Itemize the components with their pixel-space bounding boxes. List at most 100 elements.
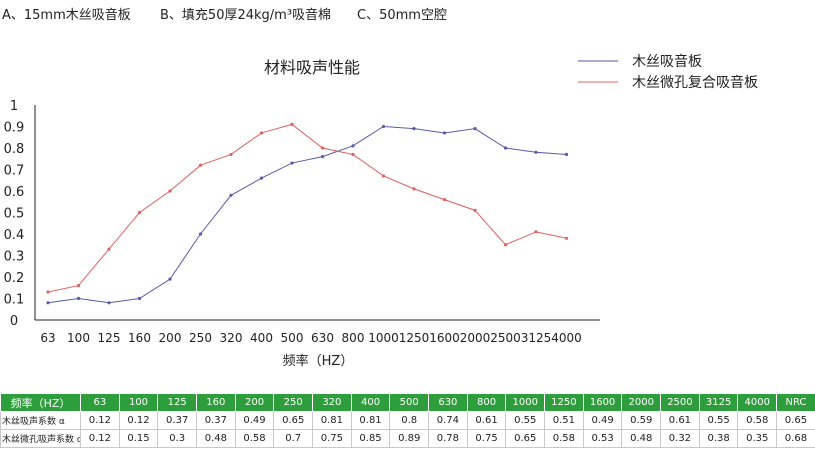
y-tick-label: 0 — [10, 314, 18, 329]
series-2-point — [320, 146, 325, 150]
y-tick-label: 0.1 — [4, 293, 25, 308]
layer-b-text: B、填充50厚24kg/m³吸音棉 — [160, 8, 332, 23]
table-header-cell: 2000 — [621, 393, 662, 412]
table-cell: 0.48 — [196, 429, 236, 448]
table-cell: 0.59 — [621, 411, 662, 430]
series-1-point — [351, 144, 355, 148]
table-cell: 0.12 — [80, 429, 120, 448]
absorption-chart: 材料吸声性能 木丝吸音板 木丝微孔复合吸音板 00.10.20.30.40.50… — [4, 53, 758, 369]
table-cell: 0.7 — [273, 429, 314, 448]
series-1-point — [381, 124, 386, 129]
series-2-point — [381, 174, 386, 178]
layer-c-text: C、50mm空腔 — [357, 8, 447, 23]
legend: 木丝吸音板 木丝微孔复合吸音板 — [578, 53, 758, 91]
x-tick-label: 4000 — [551, 331, 582, 345]
legend-label-series-1: 木丝吸音板 — [632, 53, 702, 70]
absorption-table: 频率（HZ） 63 100 125 160 200 250 320 400 500 630 800 10… — [0, 393, 815, 448]
table-cell: 0.15 — [118, 429, 159, 448]
series-2-point — [259, 131, 264, 135]
table-cell: 0.8 — [389, 411, 430, 430]
table-cell: 0.58 — [544, 429, 584, 448]
table-header-cell: 500 — [389, 393, 430, 412]
table-cell: 0.61 — [660, 411, 700, 430]
series-1-point — [107, 301, 111, 305]
table-cell: 0.51 — [544, 411, 584, 430]
series-1-point — [503, 146, 508, 150]
table-header-cell: 1250 — [544, 393, 584, 412]
series-1-point — [198, 232, 203, 236]
series-1-point — [76, 296, 81, 301]
x-tick-label: 100 — [67, 331, 90, 345]
table-header-cell: 800 — [466, 393, 507, 412]
table-header-frequency: 频率（HZ） — [0, 393, 81, 412]
table-cell: 0.75 — [466, 429, 507, 448]
layer-description: A、15mm木丝吸音板 B、填充50厚24kg/m³吸音棉 C、50mm空腔 — [0, 4, 815, 24]
x-tick-label: 125 — [98, 331, 121, 345]
x-tick-label: 200 — [159, 331, 182, 345]
series-2-point — [107, 247, 111, 251]
table-row: 木丝吸声系数 α 0.12 0.12 0.37 0.37 0.49 0.65 0.81 0.81… — [0, 411, 815, 430]
table-cell: 0.12 — [118, 411, 159, 430]
series-1-point — [168, 277, 172, 281]
series-1-point — [320, 155, 325, 159]
x-tick-label: 3125 — [521, 331, 552, 345]
x-tick-label: 500 — [281, 331, 304, 345]
y-tick-label: 1 — [10, 99, 18, 114]
table-cell: 0.85 — [350, 429, 391, 448]
table-cell: 0.65 — [776, 411, 815, 430]
table-header-cell: 320 — [312, 393, 352, 412]
series-1-line — [47, 125, 567, 304]
table-cell: 0.65 — [505, 429, 546, 448]
table-header-cell: 1600 — [582, 393, 623, 412]
table-cell: 0.49 — [582, 411, 623, 430]
x-tick-label: 630 — [311, 331, 334, 345]
y-tick-label: 0.5 — [4, 207, 25, 222]
legend-label-series-2: 木丝微孔复合吸音板 — [632, 74, 758, 91]
series-lines — [47, 123, 567, 304]
x-tick-label: 63 — [40, 331, 55, 345]
table-header-cell: 200 — [234, 393, 275, 412]
series-1-point — [564, 152, 569, 157]
table-cell: 0.65 — [273, 411, 314, 430]
series-1-point — [46, 301, 50, 305]
x-tick-label: 1600 — [429, 331, 460, 345]
table-header-cell: 100 — [118, 393, 159, 412]
series-1-point — [534, 150, 538, 154]
y-tick-label: 0.2 — [4, 271, 25, 286]
table-cell: 0.49 — [234, 411, 275, 430]
table-header-cell: 160 — [196, 393, 236, 412]
table-cell: 0.37 — [196, 411, 236, 430]
x-tick-label: 400 — [250, 331, 273, 345]
series-2-point — [534, 230, 538, 234]
table-cell: 0.55 — [505, 411, 546, 430]
table-cell: 0.3 — [157, 429, 198, 448]
table-row: 木丝微孔吸声系数 α 0.12 0.15 0.3 0.48 0.58 0.7 0.75 0.85… — [0, 429, 815, 448]
table-cell: 0.81 — [312, 411, 352, 430]
table-cell: 0.68 — [776, 429, 815, 448]
table-body: 木丝吸声系数 α 0.12 0.12 0.37 0.37 0.49 0.65 0.81 0.81… — [0, 411, 815, 448]
series-2-point — [564, 236, 569, 240]
table-header-cell: 2500 — [660, 393, 700, 412]
table-row-label: 木丝微孔吸声系数 α — [0, 429, 81, 448]
x-tick-labels: 63 100 125 160 200 250 320 400 500 630 800 1000 1250… — [40, 331, 581, 345]
series-2-point — [503, 243, 508, 247]
table-row-label: 木丝吸声系数 α — [0, 411, 81, 430]
y-tick-label: 0.9 — [4, 121, 25, 136]
chart-title: 材料吸声性能 — [264, 58, 360, 77]
table-header-row: 频率（HZ） 63 100 125 160 200 250 320 400 500 630 800 10… — [0, 393, 815, 412]
table-header-cell: 3125 — [698, 393, 739, 412]
y-tick-label: 0.8 — [4, 142, 25, 157]
x-tick-label: 1000 — [368, 331, 399, 345]
x-axis-label: 频率（HZ） — [283, 353, 354, 369]
series-2-line — [47, 123, 567, 293]
table-cell: 0.58 — [737, 411, 778, 430]
table-header-cell: NRC — [776, 393, 815, 412]
table-cell: 0.12 — [80, 411, 120, 430]
y-tick-labels: 0 0.1 0.2 0.3 0.4 0.5 0.6 0.7 0.8 0.9 1 — [4, 99, 25, 329]
table-cell: 0.35 — [737, 429, 778, 448]
x-tick-label: 2000 — [460, 331, 491, 345]
series-1-point — [229, 193, 233, 197]
y-tick-label: 0.3 — [4, 250, 25, 265]
series-1-point — [259, 176, 264, 180]
